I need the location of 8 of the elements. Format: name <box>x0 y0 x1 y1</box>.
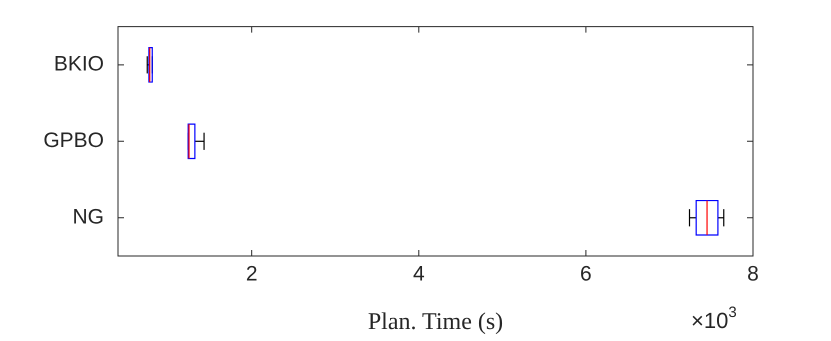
x-tick-label: 2 <box>246 262 258 286</box>
x-tick-label: 6 <box>580 262 592 286</box>
y-tick-label: GPBO <box>43 129 104 152</box>
x-tick-label: 4 <box>412 262 425 286</box>
x-tick-label: 8 <box>747 262 759 286</box>
x-axis-title: Plan. Time (s) <box>368 308 504 335</box>
y-tick-label: BKIO <box>54 52 104 76</box>
y-tick-label: NG <box>72 206 104 229</box>
